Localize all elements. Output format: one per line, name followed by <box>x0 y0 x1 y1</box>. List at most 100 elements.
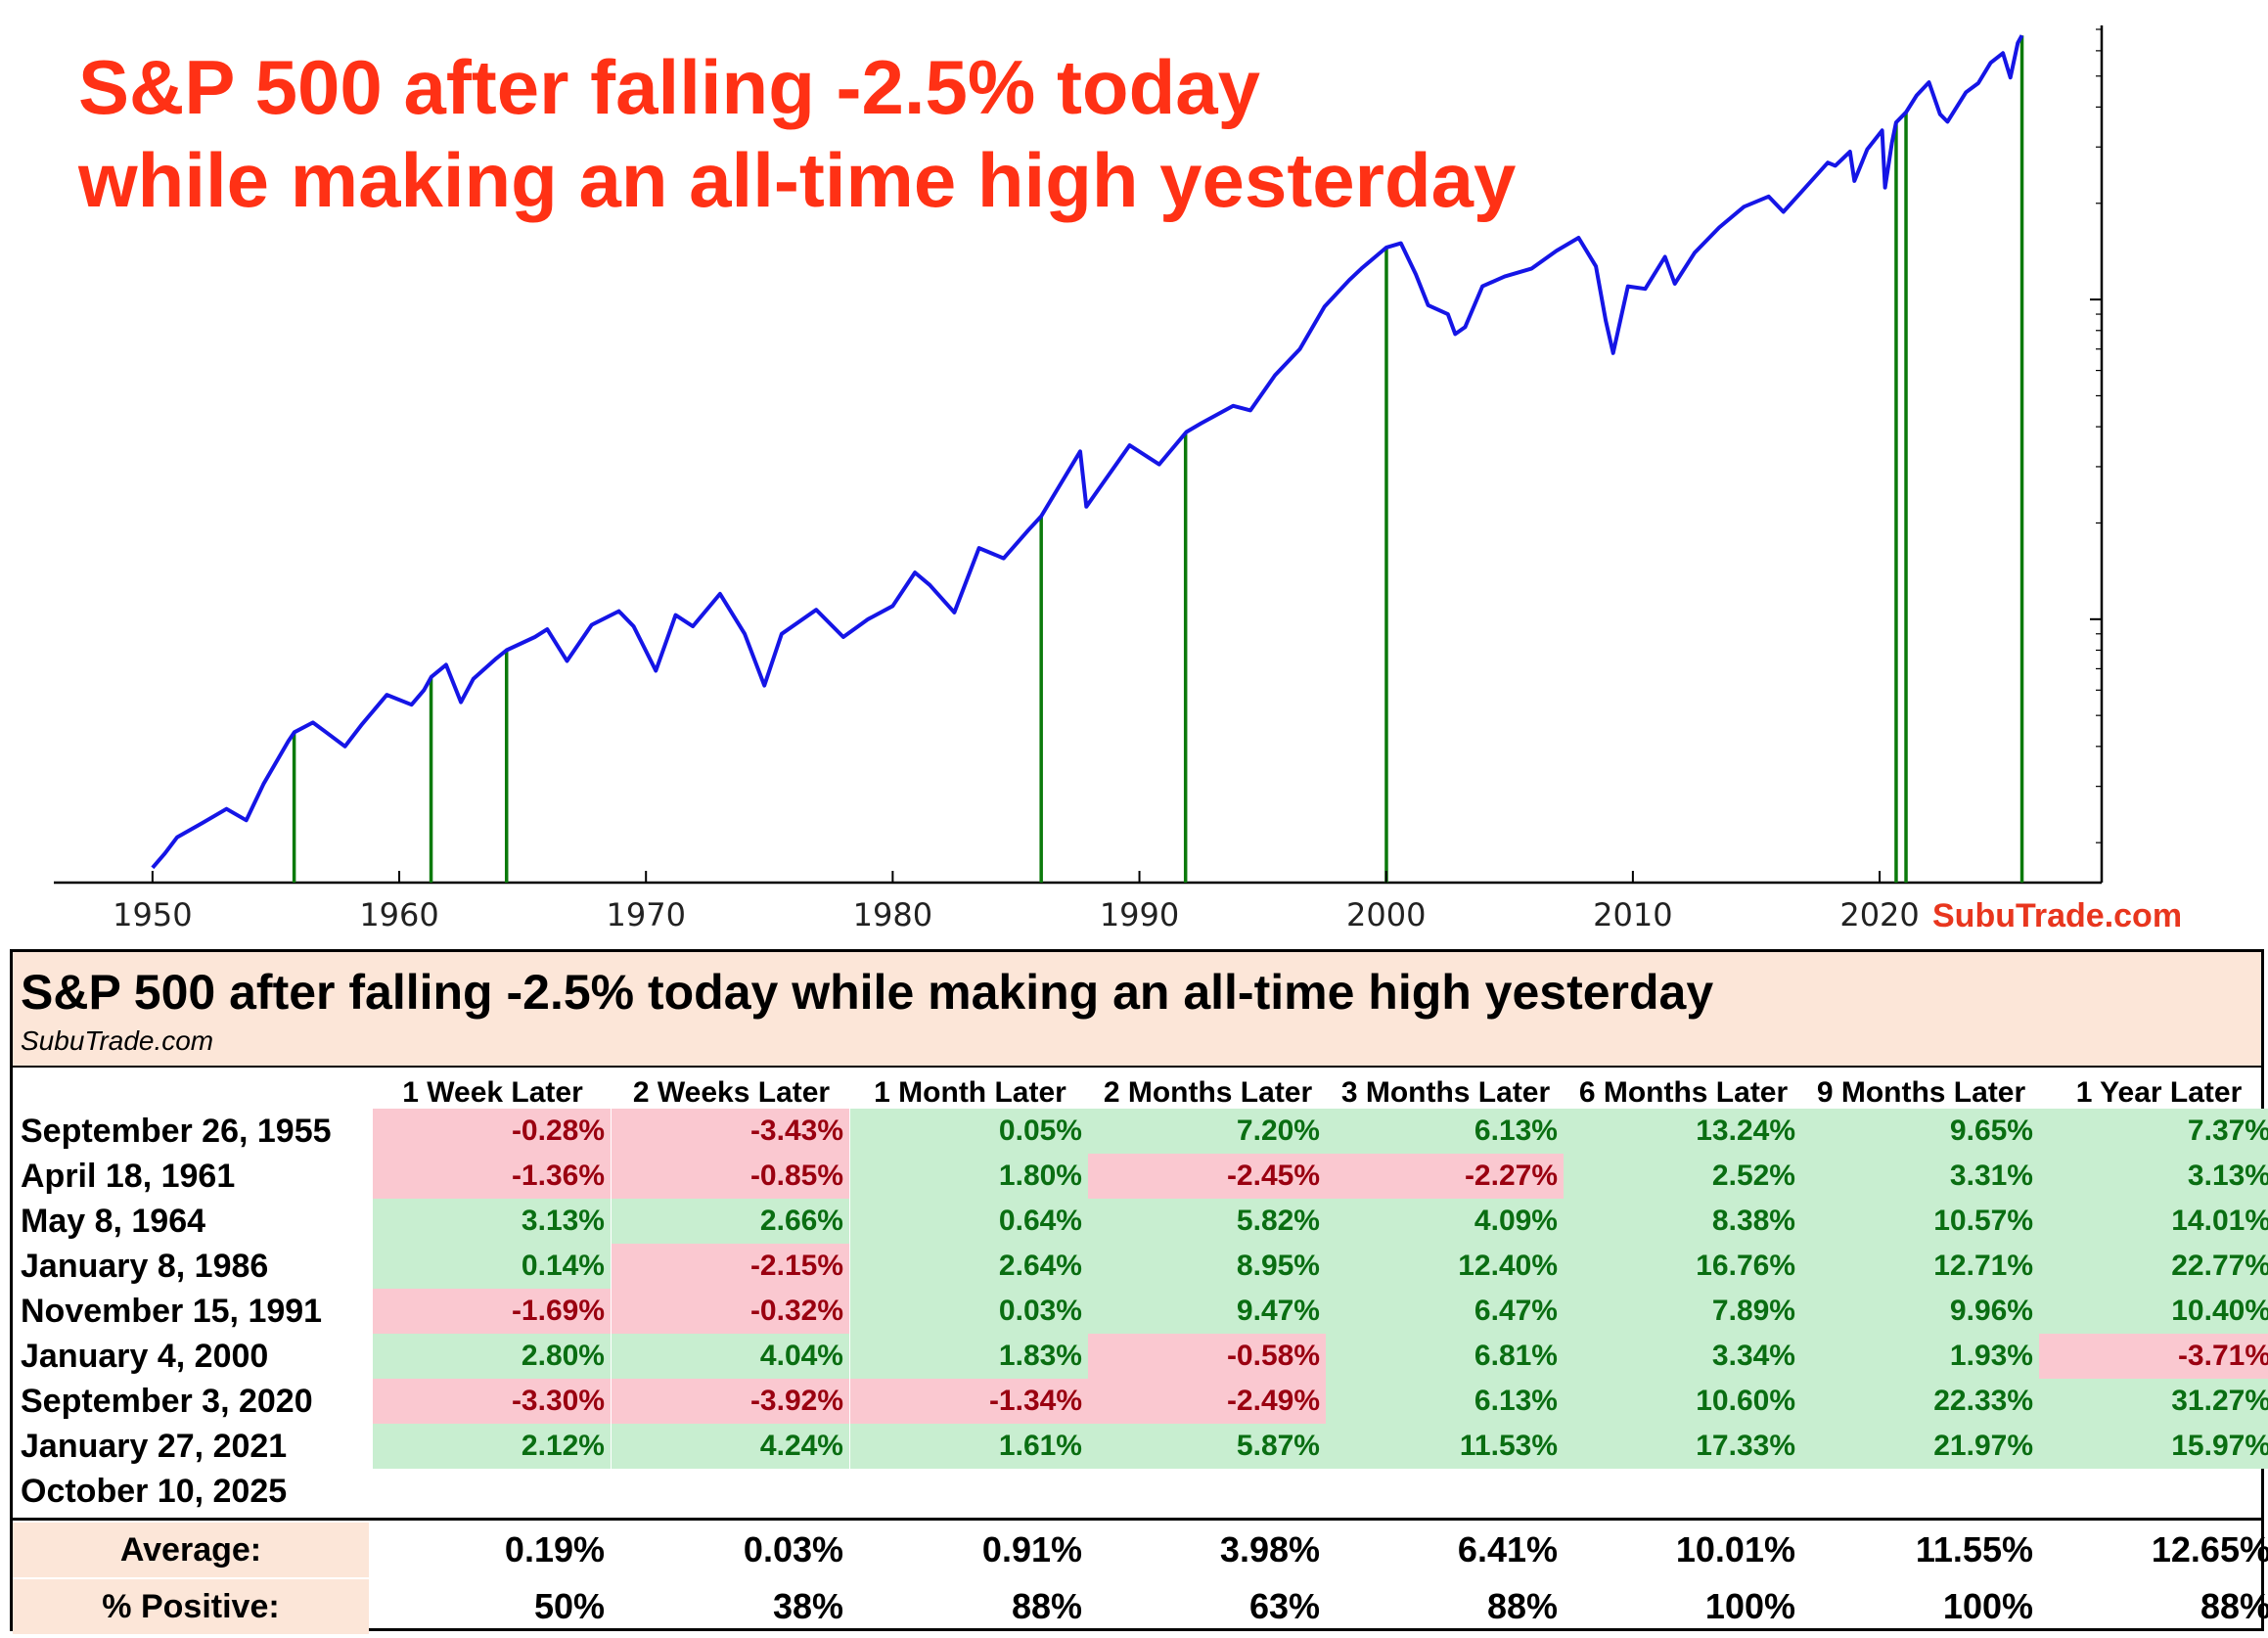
summary-value: 88% <box>1011 1586 1082 1626</box>
return-cell: 0.03% <box>850 1289 1088 1334</box>
chart-axes <box>54 25 2104 885</box>
return-cell: 17.33% <box>1564 1424 1801 1469</box>
x-tick-label: 1980 <box>853 896 932 933</box>
return-cell: 0.05% <box>850 1109 1088 1154</box>
return-cell: 22.77% <box>2039 1244 2268 1289</box>
x-axis-ticks: 1950 1960 1970 1980 1990 2000 2010 2020 <box>113 871 1920 933</box>
return-cell: 2.66% <box>612 1199 849 1244</box>
row-date: January 8, 1986 <box>21 1248 269 1285</box>
column-header: 6 Months Later <box>1578 1076 1789 1109</box>
return-cell: 6.81% <box>1326 1334 1564 1379</box>
return-cell: 10.60% <box>1564 1379 1801 1424</box>
return-cell: 6.13% <box>1326 1379 1564 1424</box>
x-tick-label: 2000 <box>1346 896 1426 933</box>
chart-title-line-1: S&P 500 after falling -2.5% today <box>78 44 1260 130</box>
summary-value: 12.65% <box>2151 1529 2268 1570</box>
return-cell: 13.24% <box>1564 1109 1801 1154</box>
return-cell: -0.28% <box>373 1109 611 1154</box>
return-cell: 9.47% <box>1088 1289 1326 1334</box>
return-cell: 7.37% <box>2039 1109 2268 1154</box>
return-cell: 2.52% <box>1564 1154 1801 1199</box>
return-cell: -1.34% <box>850 1379 1088 1424</box>
summary-value: 0.91% <box>981 1529 1082 1570</box>
summary-value: 50% <box>533 1586 605 1626</box>
return-cell: 15.97% <box>2039 1424 2268 1469</box>
return-cell: 8.95% <box>1088 1244 1326 1289</box>
column-header: 1 Week Later <box>402 1076 583 1109</box>
x-tick-label: 2020 <box>1839 896 1919 933</box>
return-cell: 3.34% <box>1564 1334 1801 1379</box>
return-cell: 8.38% <box>1564 1199 1801 1244</box>
summary-value: 88% <box>2200 1586 2268 1626</box>
summary-value: 0.03% <box>743 1529 843 1570</box>
summary-value: 0.19% <box>504 1529 605 1570</box>
return-cell: 0.64% <box>850 1199 1088 1244</box>
return-cell: -1.36% <box>373 1154 611 1199</box>
return-cell: 3.13% <box>2039 1154 2268 1199</box>
return-cell: 3.31% <box>1801 1154 2039 1199</box>
price-chart: 1950 1960 1970 1980 1990 2000 2010 2020 <box>54 25 2104 933</box>
chart-title-line-2: while making an all-time high yesterday <box>78 137 1517 223</box>
return-cell: -2.27% <box>1326 1154 1564 1199</box>
return-cell: -2.49% <box>1088 1379 1326 1424</box>
return-cell: -0.32% <box>612 1289 849 1334</box>
return-cell: 21.97% <box>1801 1424 2039 1469</box>
summary-value: 88% <box>1486 1586 1558 1626</box>
summary-label: Average: <box>13 1523 369 1577</box>
return-cell: -3.30% <box>373 1379 611 1424</box>
row-date: May 8, 1964 <box>21 1203 206 1240</box>
column-header: 3 Months Later <box>1340 1076 1551 1109</box>
summary-value: 6.41% <box>1457 1529 1558 1570</box>
results-table: S&P 500 after falling -2.5% today while … <box>10 949 2268 1634</box>
return-cell: 0.14% <box>373 1244 611 1289</box>
return-cell: 4.09% <box>1326 1199 1564 1244</box>
return-cell: 22.33% <box>1801 1379 2039 1424</box>
return-cell: 5.87% <box>1088 1424 1326 1469</box>
column-header: 2 Weeks Later <box>632 1076 831 1109</box>
x-tick-label: 1960 <box>359 896 438 933</box>
return-cell: 1.61% <box>850 1424 1088 1469</box>
return-cell: 6.13% <box>1326 1109 1564 1154</box>
return-cell: 1.83% <box>850 1334 1088 1379</box>
summary-value: 38% <box>772 1586 843 1626</box>
watermark: SubuTrade.com <box>1932 897 2183 934</box>
return-cell: 10.57% <box>1801 1199 2039 1244</box>
summary-value: 100% <box>1704 1586 1795 1626</box>
x-tick-label: 1970 <box>606 896 685 933</box>
return-cell: -0.85% <box>612 1154 849 1199</box>
row-date: October 10, 2025 <box>21 1473 288 1510</box>
summary-value: 3.98% <box>1219 1529 1320 1570</box>
return-cell: 2.12% <box>373 1424 611 1469</box>
summary-value: 10.01% <box>1675 1529 1795 1570</box>
summary-label: % Positive: <box>13 1579 369 1634</box>
sp500-price-line <box>151 34 2024 870</box>
row-date: September 3, 2020 <box>21 1383 313 1420</box>
return-cell: -3.71% <box>2039 1334 2268 1379</box>
return-cell: 7.20% <box>1088 1109 1326 1154</box>
return-cell: 5.82% <box>1088 1199 1326 1244</box>
table-source: SubuTrade.com <box>21 1025 214 1056</box>
table-header-band: S&P 500 after falling -2.5% today while … <box>13 952 2261 1068</box>
summary-section: Average: 0.19% 0.03% 0.91% 3.98% 6.41% 10.01% 1… <box>13 1518 2268 1634</box>
column-header: 2 Months Later <box>1103 1076 1313 1109</box>
row-date: April 18, 1961 <box>21 1158 236 1195</box>
signal-lines <box>292 35 2024 883</box>
return-cell: -3.92% <box>612 1379 849 1424</box>
return-cell: 12.71% <box>1801 1244 2039 1289</box>
return-cell: 1.80% <box>850 1154 1088 1199</box>
return-cell: 12.40% <box>1326 1244 1564 1289</box>
row-date: January 27, 2021 <box>21 1428 288 1465</box>
return-cell: -1.69% <box>373 1289 611 1334</box>
x-tick-label: 1990 <box>1100 896 1179 933</box>
return-cell: 6.47% <box>1326 1289 1564 1334</box>
return-cell: -3.43% <box>612 1109 849 1154</box>
return-cell: 1.93% <box>1801 1334 2039 1379</box>
return-cell: 10.40% <box>2039 1289 2268 1334</box>
return-cell: 4.24% <box>612 1424 849 1469</box>
return-cell: 7.89% <box>1564 1289 1801 1334</box>
return-cell: 16.76% <box>1564 1244 1801 1289</box>
return-cell: 2.80% <box>373 1334 611 1379</box>
return-cell: 9.96% <box>1801 1289 2039 1334</box>
return-cell: 31.27% <box>2039 1379 2268 1424</box>
return-cell: 2.64% <box>850 1244 1088 1289</box>
